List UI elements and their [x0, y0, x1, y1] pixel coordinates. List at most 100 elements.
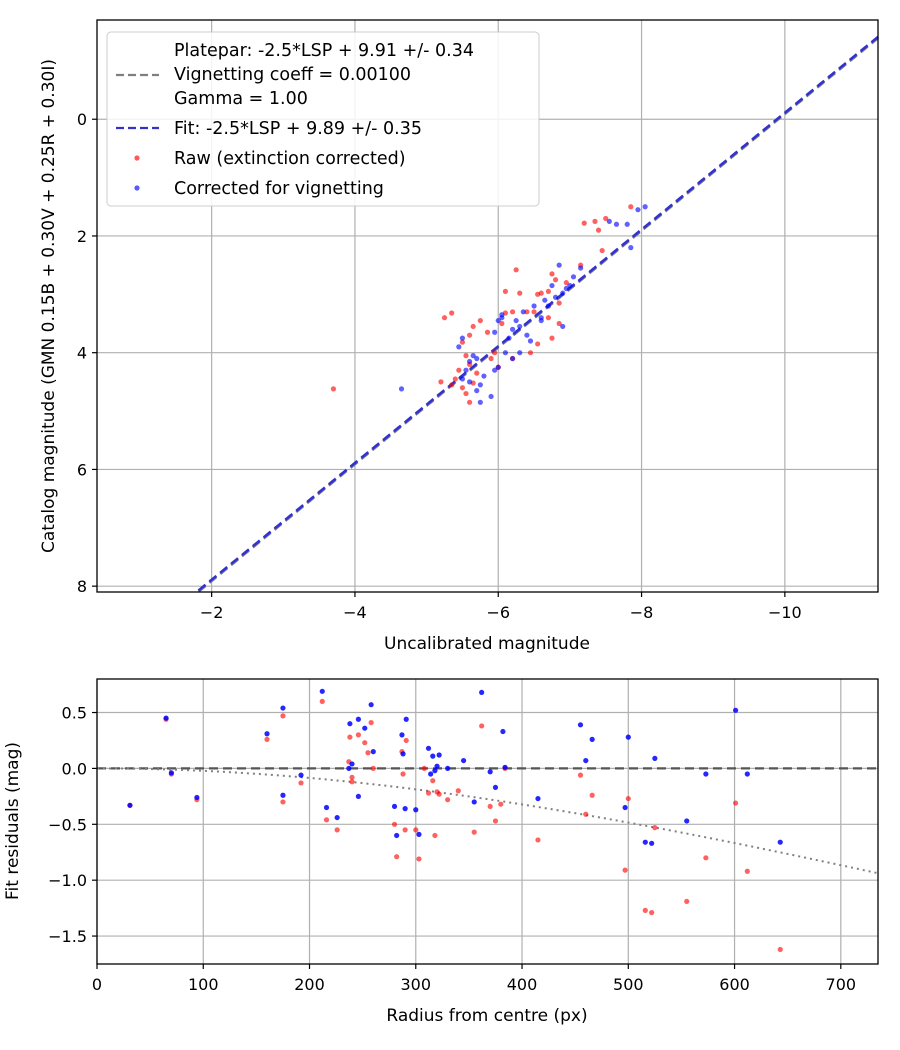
bottom-raw-point [349, 779, 355, 785]
bottom-raw-point [280, 713, 286, 719]
top-raw-point [599, 247, 605, 254]
top-raw-point [513, 267, 519, 273]
bottom-raw-point [589, 792, 595, 798]
top-corrected-point [552, 294, 559, 300]
bottom-reference-lines [97, 767, 879, 875]
legend-raw-marker-icon [134, 155, 140, 161]
bottom-corrected-point [492, 784, 499, 791]
bottom-corrected-point [370, 749, 376, 755]
bottom-corrected-point [625, 734, 631, 740]
bottom-x-tick-label: 500 [613, 975, 644, 994]
legend-gamma-label: Gamma = 1.00 [174, 89, 308, 109]
top-raw-point [552, 277, 559, 283]
bottom-x-tick-label: 600 [719, 975, 750, 994]
bottom-ticks: 0 100 200 300 400 500 600 700 0.5 0.0 −0.5 −1.0 −1.5 [48, 704, 856, 994]
legend-fit-label: Fit: -2.5*LSP + 9.89 +/- 0.35 [174, 119, 422, 139]
bottom-scatter-points [127, 688, 783, 953]
top-raw-point [441, 315, 448, 321]
top-corrected-point [474, 355, 480, 362]
top-raw-point [595, 227, 602, 233]
bottom-corrected-point [445, 765, 451, 772]
top-corrected-point [567, 282, 573, 289]
bottom-corrected-point [622, 804, 628, 811]
bottom-corrected-point [434, 763, 440, 769]
top-raw-point [463, 390, 469, 397]
bottom-corrected-point [487, 769, 493, 775]
bottom-corrected-point [436, 752, 442, 758]
top-scatter-points [330, 204, 648, 405]
top-corrected-point [398, 386, 405, 392]
top-corrected-point [549, 282, 555, 289]
top-ticks: −2 −4 −6 −8 −10 0 2 4 6 8 [77, 110, 802, 622]
bottom-corrected-point [362, 725, 368, 731]
bottom-corrected-point [163, 715, 169, 721]
top-corrected-point [502, 350, 509, 356]
bottom-corrected-point [589, 736, 595, 742]
top-corrected-point [527, 338, 534, 344]
bottom-y-tick-label: 0.5 [62, 704, 87, 723]
top-raw-point [330, 386, 337, 392]
bottom-raw-point [492, 818, 499, 824]
bottom-corrected-point [500, 728, 506, 735]
top-y-tick-label: 4 [77, 344, 87, 363]
bottom-x-axis-label: Radius from centre (px) [386, 1006, 587, 1026]
top-raw-point [456, 367, 462, 373]
bottom-corrected-point [323, 804, 330, 811]
top-corrected-point [613, 221, 620, 227]
top-raw-point [531, 309, 537, 315]
top-corrected-point [545, 303, 552, 309]
top-corrected-point [606, 218, 612, 224]
top-corrected-point [538, 317, 544, 324]
bottom-raw-point [733, 800, 739, 806]
bottom-raw-point [703, 855, 709, 861]
top-corrected-point [495, 364, 501, 370]
top-y-tick-label: 8 [77, 577, 87, 596]
legend-raw-label: Raw (extinction corrected) [174, 149, 406, 169]
bottom-corrected-point [428, 771, 434, 777]
top-corrected-point [578, 265, 584, 271]
bottom-raw-point [479, 723, 485, 729]
top-y-axis-label: Catalog magnitude (GMN 0.15B + 0.30V + 0… [39, 59, 59, 553]
top-raw-point [459, 385, 466, 391]
bottom-corrected-point [400, 751, 406, 757]
top-raw-point [549, 335, 555, 341]
top-y-tick-label: 2 [77, 227, 87, 246]
bottom-raw-point [445, 797, 451, 803]
bottom-corrected-point [430, 753, 436, 759]
bottom-corrected-point [703, 771, 709, 777]
top-raw-point [524, 309, 530, 315]
bottom-corrected-point [355, 716, 361, 722]
bottom-corrected-point [403, 716, 409, 722]
bottom-raw-point [368, 719, 374, 726]
bottom-x-tick-label: 200 [294, 975, 325, 994]
top-raw-point [474, 370, 480, 376]
bottom-corrected-point [402, 806, 408, 812]
bottom-corrected-point [168, 770, 174, 776]
bottom-raw-point [777, 946, 783, 953]
legend-vignetting-label: Vignetting coeff = 0.00100 [174, 65, 411, 85]
bottom-raw-point [400, 771, 406, 777]
top-raw-point [452, 376, 458, 382]
top-corrected-point [542, 297, 548, 303]
bottom-raw-point [535, 837, 541, 843]
bottom-raw-point [323, 817, 330, 823]
bottom-corrected-point [347, 721, 353, 727]
top-corrected-point [570, 274, 577, 280]
top-raw-point [466, 399, 473, 405]
bottom-y-tick-label: −1.5 [48, 927, 87, 946]
bottom-corrected-point [127, 802, 133, 808]
top-corrected-point [563, 285, 569, 292]
top-corrected-point [492, 329, 498, 335]
bottom-raw-point [471, 829, 477, 835]
bottom-x-tick-label: 700 [826, 975, 857, 994]
top-raw-point [492, 350, 498, 356]
top-corrected-point [642, 204, 648, 210]
top-raw-point [502, 288, 509, 295]
bottom-axes-frame [96, 678, 879, 965]
bottom-raw-point [298, 780, 304, 786]
top-corrected-point [477, 382, 483, 388]
bottom-corrected-point [744, 771, 750, 777]
bottom-raw-point [425, 790, 432, 796]
top-raw-point [499, 320, 505, 327]
